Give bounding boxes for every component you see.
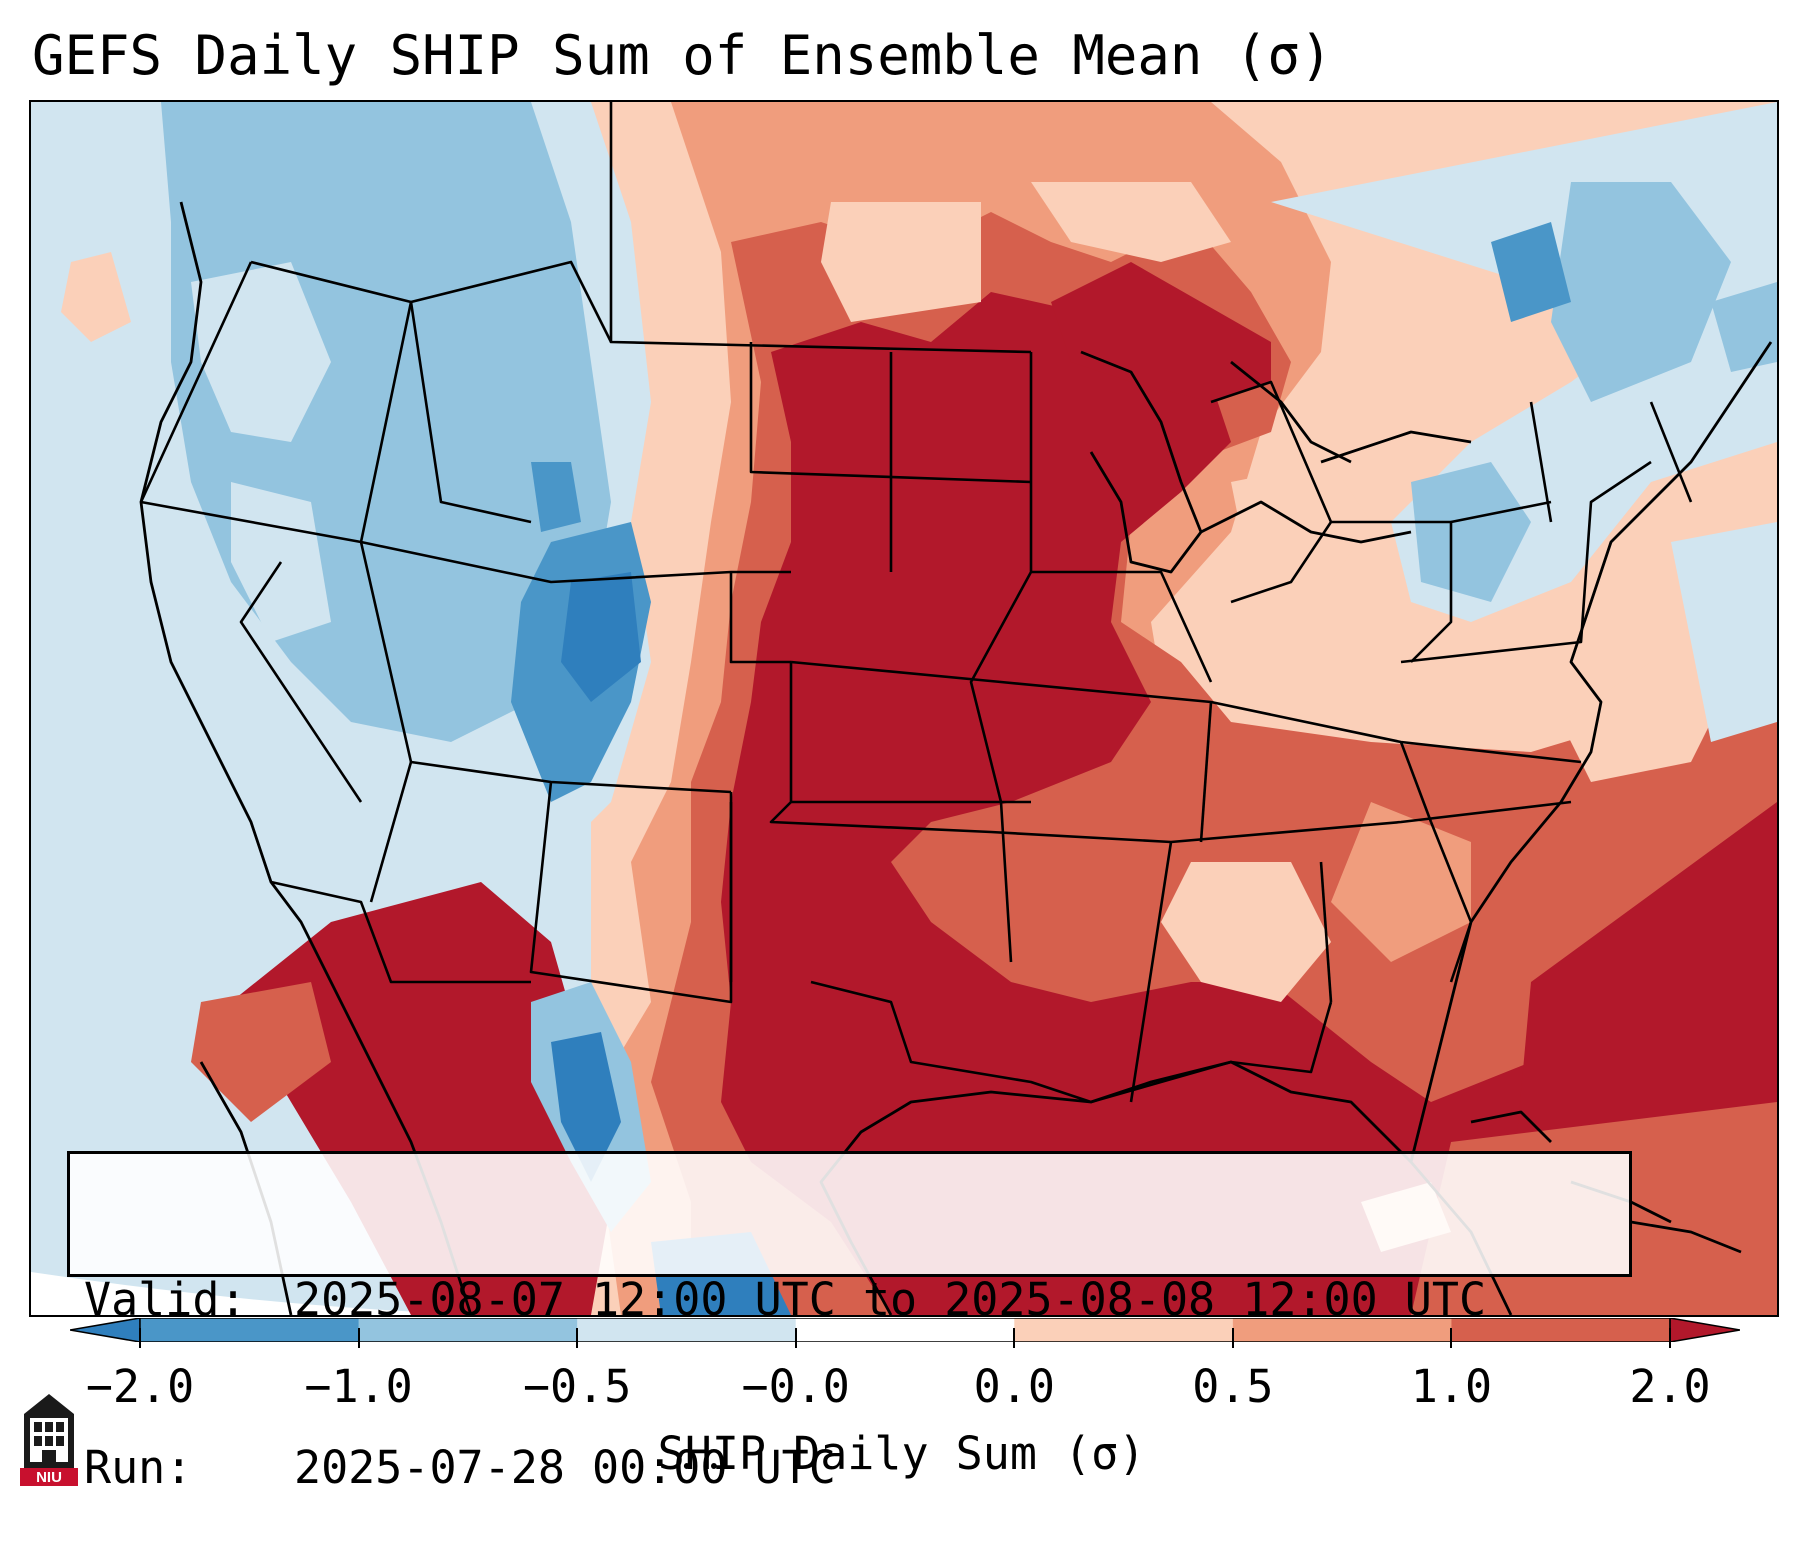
anomaly-region [531,462,581,532]
coastline [1230,360,1352,464]
colorbar-bin [358,1318,578,1342]
run-row: Run: 2025-07-28 00:00 UTC [84,1440,1615,1496]
valid-value: 2025-08-07 12:00 UTC to 2025-08-08 12:00… [294,1273,1487,1326]
state-border [1319,861,1333,1003]
colorbar-tick [794,1328,797,1348]
anomaly-region [1051,262,1271,402]
coastline [1200,500,1412,544]
coastline [139,201,473,1315]
state-border [729,572,791,664]
map-title: GEFS Daily SHIP Sum of Ensemble Mean (σ) [32,24,1333,87]
colorbar-tick [357,1328,360,1348]
anomaly-region [1711,282,1777,372]
anomaly-region [1331,802,1471,962]
colorbar-max-extend [1669,1318,1740,1342]
valid-row: Valid: 2025-08-07 12:00 UTC to 2025-08-08… [84,1272,1615,1328]
state-border [270,880,531,984]
colorbar-bin [1014,1318,1234,1342]
colorbar-title: SHIP Daily Sum (σ) [657,1427,1146,1480]
state-border [749,342,1032,484]
colorbar-tick-label: 0.0 [973,1360,1055,1413]
coastline [1409,341,1773,1163]
colorbar-tick-label: 1.0 [1410,1360,1493,1413]
anomaly-field [31,102,1777,1315]
state-border [1031,570,1213,683]
colorbar-tick [1231,1328,1234,1348]
colorbar-tick-label: −0.5 [522,1360,632,1413]
state-border [1199,701,1213,843]
colorbar-tick [576,1328,579,1348]
colorbar-tick-label: 2.0 [1629,1360,1711,1413]
anomaly-region [551,1032,621,1182]
anomaly-region [191,262,331,442]
state-borders [139,102,1693,1104]
state-border [409,301,532,524]
colorbar-tick [1013,1328,1016,1348]
state-border [1399,741,1433,823]
outside-domain [31,1272,831,1315]
anomaly-region [1561,662,1731,782]
run-value: 2025-07-28 00:00 UTC [294,1441,836,1494]
ship-anomaly-map [31,102,1777,1315]
state-border [810,980,1092,1104]
state-border [1331,520,1453,663]
colorbar-tick [1450,1328,1453,1348]
state-border [369,761,413,903]
colorbar-bin [795,1318,1015,1342]
state-border [140,500,791,584]
niu-logo-text: NIU [36,1469,62,1486]
colorbar-bin [577,1318,797,1342]
colorbar-bin [140,1318,360,1342]
anomaly-region [1551,182,1731,402]
colorbar-bin [1232,1318,1452,1342]
anomaly-region [1161,862,1331,1002]
state-border [239,561,363,803]
state-border [250,260,412,304]
colorbar-tick [139,1328,141,1348]
colorbar-tick-label: −2.0 [85,1360,195,1413]
valid-label: Valid: [84,1273,247,1326]
niu-building-icon: NIU [20,1394,78,1486]
state-border [139,261,253,503]
anomaly-region [821,202,981,322]
coastline [1630,1220,1742,1254]
anomaly-region [1671,522,1777,742]
anomaly-region [1491,222,1571,322]
colorbar-tick [1669,1328,1671,1348]
anomaly-region [61,252,131,342]
state-border [359,541,732,794]
valid-run-box: Valid: 2025-08-07 12:00 UTC to 2025-08-08… [67,1151,1632,1494]
coastline [1470,1110,1552,1143]
state-border [359,260,613,543]
anomaly-region [1231,462,1371,582]
colorbar-bin [1451,1318,1671,1342]
colorbar-tick-label: −1.0 [304,1360,413,1413]
anomaly-region [721,292,1777,1315]
state-border [1649,401,1693,503]
colorbar-min-extend [70,1318,141,1342]
colorbar-tick-label: 0.5 [1192,1360,1274,1413]
state-border [969,352,1033,963]
anomaly-region [191,982,331,1122]
state-border [1129,841,1173,1103]
colorbar-strip [70,1318,1740,1342]
state-border [1090,1001,1333,1104]
state-border [1450,500,1552,524]
coastline [1320,430,1472,464]
colorbar [70,1318,1740,1342]
run-label: Run: [84,1441,193,1494]
map-panel [29,100,1779,1317]
anomaly-region [1411,462,1531,602]
anomaly-region [1031,182,1231,262]
state-border [1400,460,1652,664]
colorbar-tick-label: −0.0 [741,1360,850,1413]
anomaly-region [561,572,641,702]
